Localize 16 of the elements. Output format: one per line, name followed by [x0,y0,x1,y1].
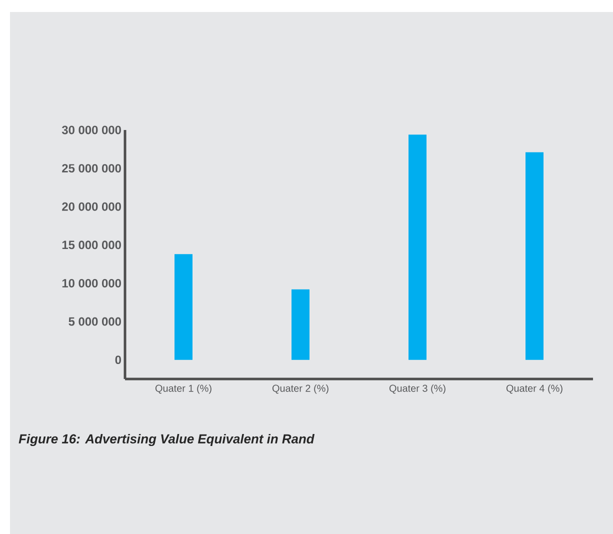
x-tick-label: Quater 3 (%) [389,384,446,394]
y-tick-label: 0 [115,356,121,364]
bar [408,134,427,360]
x-tick-label: Quater 4 (%) [506,384,562,394]
y-tick-label: 25 000 000 [62,164,121,173]
y-tick-label: 20 000 000 [62,202,121,211]
bar [526,152,544,360]
y-tick-label: 10 000 000 [62,278,121,288]
y-tick-label: 15 000 000 [62,240,121,250]
y-tick-label: 5 000 000 [68,317,121,326]
bar [292,289,310,360]
x-tick-label: Quater 2 (%) [272,384,328,394]
y-tick-label: 30 000 000 [62,126,121,134]
x-tick-label: Quater 1 (%) [155,384,212,394]
bar [174,254,193,360]
caption: Figure 16: Advertising Value Equivalent in Rand [18,434,315,446]
